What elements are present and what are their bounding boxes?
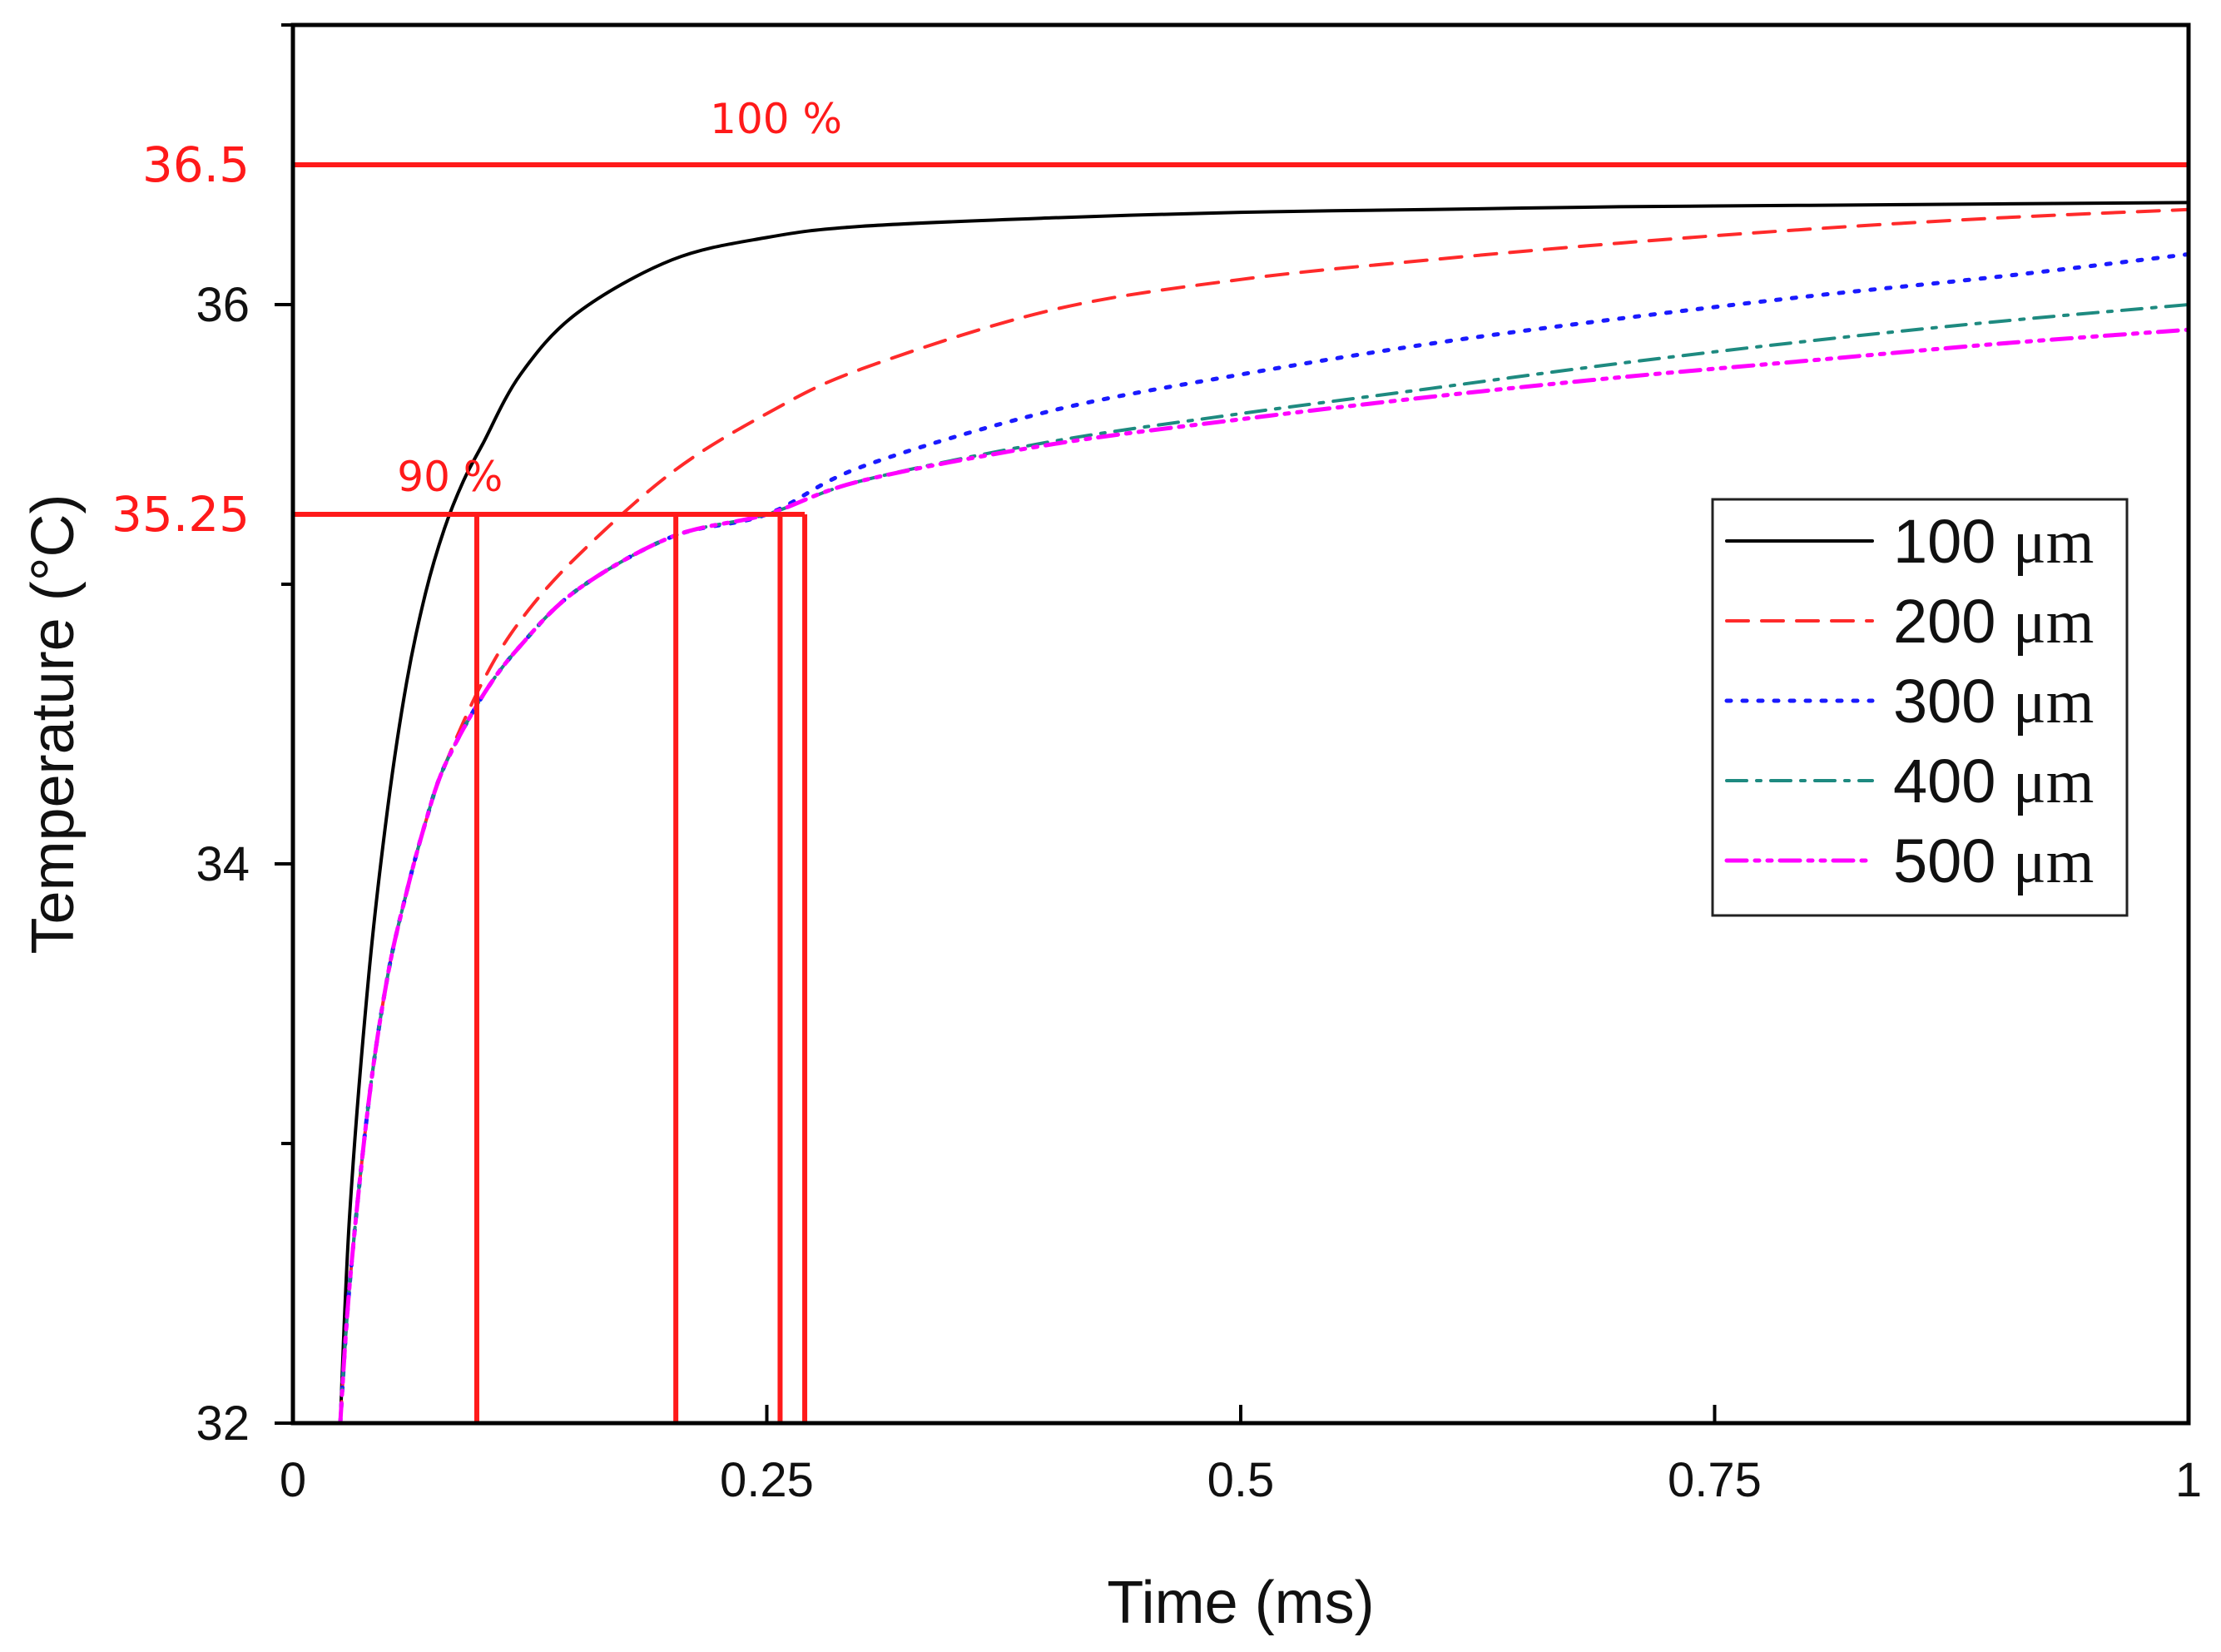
series-line-500	[338, 327, 2189, 1423]
legend-label-100: 100 μm	[1893, 507, 2094, 577]
series-layer	[338, 201, 2189, 1423]
y-tick-label-1: 34	[196, 837, 250, 891]
annotation-90-percent: 90 %	[397, 453, 503, 501]
legend-unit-400: μm	[2013, 748, 2094, 816]
legend-unit-200: μm	[2013, 588, 2094, 657]
legend-unit-100: μm	[2013, 508, 2094, 577]
y-tick-label-0: 32	[196, 1397, 250, 1451]
y-ref-label-35-25: 35.25	[112, 486, 250, 543]
series-line-100	[338, 201, 2189, 1423]
annotation-100-percent: 100 %	[710, 95, 842, 143]
legend-unit-300: μm	[2013, 668, 2094, 737]
x-tick-label-2: 0.5	[1207, 1453, 1275, 1507]
y-ref-label-36-5: 36.5	[142, 136, 250, 193]
reference-lines-layer	[293, 162, 2189, 1423]
x-tick-label-0: 0	[280, 1453, 306, 1507]
y-axis-title: Temperature (°C)	[20, 494, 87, 955]
legend: 100 μm 200 μm 300 μm 400 μm 500 μm	[1711, 498, 2129, 917]
tick-layer: 0 0.25 0.5 0.75 1 32 34 36	[196, 23, 2202, 1507]
legend-label-500: 500 μm	[1893, 826, 2094, 896]
x-axis-title: Time (ms)	[1107, 1570, 1374, 1636]
series-line-300	[338, 252, 2189, 1423]
x-tick-label-4: 1	[2175, 1453, 2202, 1507]
y-tick-label-2: 36	[196, 278, 250, 332]
x-tick-label-1: 0.25	[720, 1453, 814, 1507]
legend-label-200: 200 μm	[1893, 587, 2094, 657]
legend-label-300: 300 μm	[1893, 667, 2094, 737]
legend-unit-500: μm	[2013, 828, 2094, 896]
legend-box	[1711, 498, 2129, 917]
legend-label-400: 400 μm	[1893, 747, 2094, 816]
x-tick-label-3: 0.75	[1668, 1453, 1762, 1507]
series-line-400	[338, 303, 2189, 1423]
